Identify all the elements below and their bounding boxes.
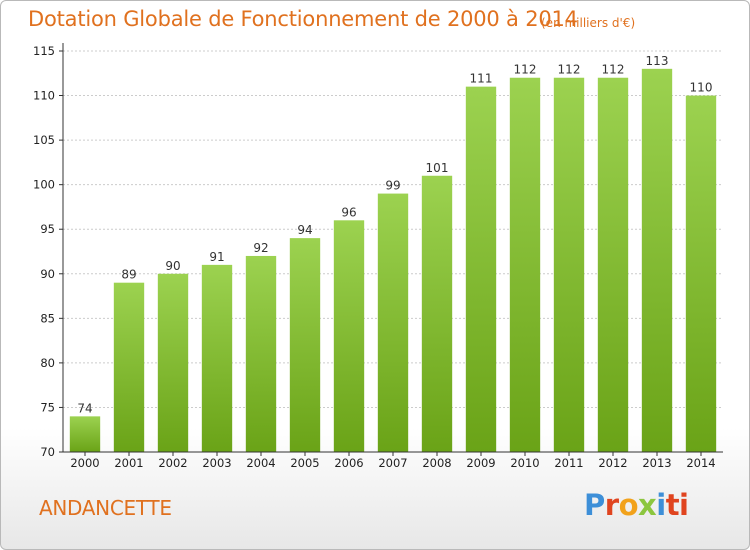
bar — [289, 238, 321, 452]
x-tick-label: 2007 — [378, 456, 407, 470]
x-tick-label: 2003 — [202, 456, 231, 470]
bar — [641, 68, 673, 453]
bar-value-label: 113 — [646, 54, 669, 68]
bar-value-label: 74 — [77, 401, 92, 415]
bar-value-label: 111 — [470, 72, 493, 86]
x-tick-label: 2002 — [158, 456, 187, 470]
logo-letter: o — [618, 488, 639, 522]
bar — [421, 175, 453, 452]
x-tick-label: 2006 — [334, 456, 363, 470]
bar — [157, 273, 189, 452]
bar — [377, 193, 409, 453]
y-tick-label: 95 — [40, 222, 55, 236]
bar — [685, 95, 717, 453]
x-tick-label: 2005 — [290, 456, 319, 470]
x-tick-label: 2012 — [598, 456, 627, 470]
logo-letter: P — [584, 488, 605, 522]
bar-value-label: 112 — [558, 63, 581, 77]
bar — [245, 255, 277, 452]
bars — [69, 68, 717, 453]
bar — [113, 282, 145, 452]
bar-value-label: 92 — [253, 241, 268, 255]
y-tick-label: 105 — [33, 133, 55, 147]
y-tick-label: 110 — [33, 89, 55, 103]
logo-letter: x — [638, 488, 657, 522]
y-tick-label: 80 — [40, 356, 55, 370]
x-tick-label: 2011 — [554, 456, 583, 470]
y-tick-label: 100 — [33, 178, 55, 192]
bar — [201, 264, 233, 452]
bar — [333, 220, 365, 452]
bar-value-label: 94 — [297, 223, 312, 237]
chart-subtitle: (en milliers d'€) — [541, 16, 636, 30]
logo-letter: i — [656, 488, 666, 522]
bar-value-label: 90 — [165, 259, 180, 273]
bar-value-label: 110 — [690, 81, 713, 95]
y-tick-label: 70 — [40, 445, 55, 459]
commune-name: ANDANCETTE — [39, 496, 172, 520]
bar — [69, 416, 101, 452]
labels: 70 75 80 85 90 95 100 105 110 115 74 2000 89 2001 90 20… — [33, 44, 716, 470]
x-tick-label: 2004 — [246, 456, 275, 470]
chart-title: Dotation Globale de Fonctionnement de 20… — [28, 7, 578, 31]
bar-value-label: 112 — [602, 63, 625, 77]
bar-value-label: 112 — [514, 63, 537, 77]
bar-value-label: 89 — [121, 268, 136, 282]
bar — [597, 77, 629, 452]
bar — [465, 86, 497, 453]
y-tick-label: 115 — [33, 44, 55, 58]
bar — [553, 77, 585, 452]
bar-value-label: 91 — [209, 250, 224, 264]
bar-value-label: 101 — [426, 161, 449, 175]
logo-letter: r — [604, 488, 619, 522]
bar — [509, 77, 541, 452]
x-tick-label: 2013 — [642, 456, 671, 470]
logo-letter: ti — [665, 488, 689, 522]
x-tick-label: 2014 — [686, 456, 715, 470]
x-tick-label: 2010 — [510, 456, 539, 470]
x-tick-label: 2001 — [114, 456, 143, 470]
proxiti-logo: Proxiti — [584, 488, 689, 522]
x-tick-label: 2000 — [70, 456, 99, 470]
y-tick-label: 85 — [40, 311, 55, 325]
axes — [59, 43, 723, 456]
x-tick-label: 2009 — [466, 456, 495, 470]
x-tick-label: 2008 — [422, 456, 451, 470]
bar-value-label: 99 — [385, 179, 400, 193]
y-tick-label: 75 — [40, 400, 55, 414]
bar-value-label: 96 — [341, 205, 356, 219]
y-tick-label: 90 — [40, 267, 55, 281]
